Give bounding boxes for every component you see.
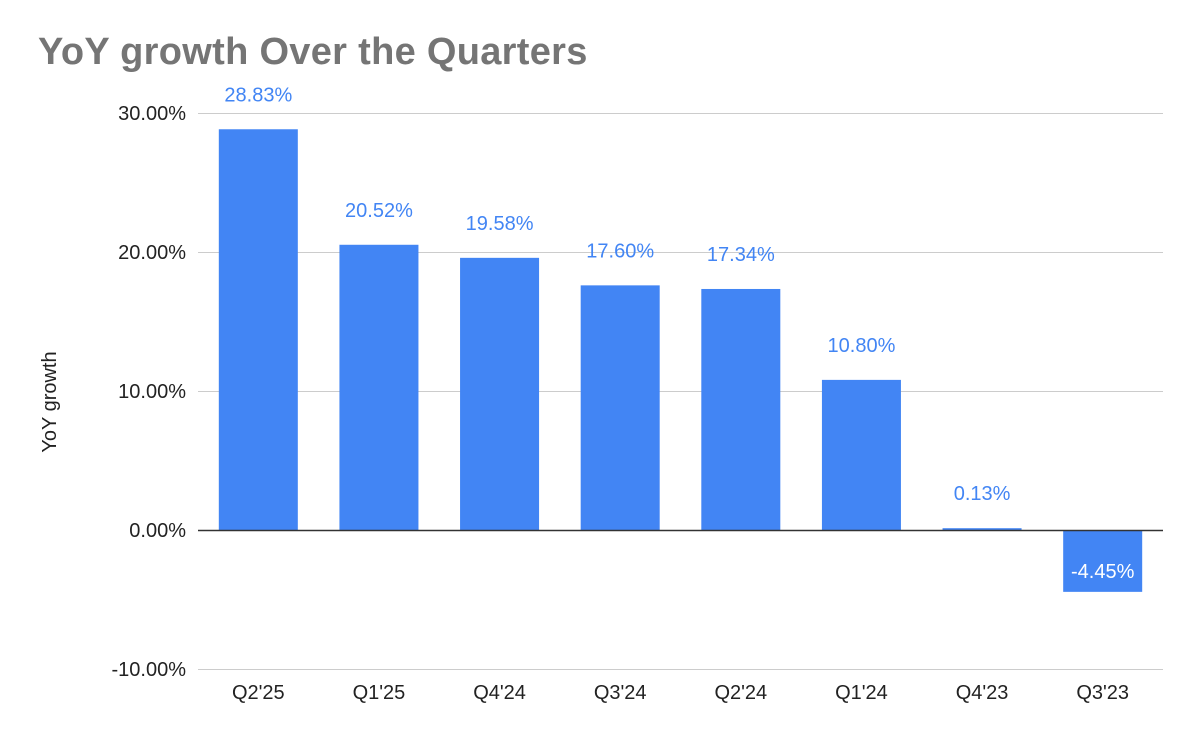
- data-labels: 28.83% 20.52% 19.58% 17.60% 17.34% 10.80% 0.13…: [224, 84, 1134, 583]
- bar: [1063, 530, 1143, 592]
- bar: [821, 379, 901, 530]
- y-tick-label: -10.00%: [112, 659, 187, 681]
- data-label: 28.83%: [224, 84, 292, 106]
- data-label: 17.34%: [707, 244, 775, 266]
- bar: [218, 129, 298, 530]
- x-axis-ticks: Q2'25 Q1'25 Q4'24 Q3'24 Q2'24 Q1'24 Q4'23 Q3'23: [232, 682, 1129, 704]
- y-tick-label: 0.00%: [129, 520, 186, 542]
- x-tick-label: Q3'24: [594, 682, 647, 704]
- data-label: 0.13%: [954, 483, 1011, 505]
- x-tick-label: Q2'24: [714, 682, 767, 704]
- x-tick-label: Q1'24: [835, 682, 888, 704]
- bar: [942, 528, 1022, 530]
- chart-title: YoY growth Over the Quarters: [38, 31, 588, 73]
- bars: [218, 129, 1143, 592]
- x-tick-label: Q1'25: [353, 682, 406, 704]
- bar: [580, 285, 660, 530]
- x-tick-label: Q4'23: [956, 682, 1009, 704]
- y-tick-label: 10.00%: [118, 381, 186, 403]
- x-tick-label: Q2'25: [232, 682, 285, 704]
- x-tick-label: Q3'23: [1076, 682, 1129, 704]
- data-label: -4.45%: [1071, 561, 1135, 583]
- data-label: 20.52%: [345, 200, 413, 222]
- data-label: 10.80%: [828, 335, 896, 357]
- bar: [460, 257, 540, 530]
- data-label: 19.58%: [466, 213, 534, 235]
- y-axis-ticks: -10.00% 0.00% 10.00% 20.00% 30.00%: [112, 103, 187, 681]
- y-tick-label: 20.00%: [118, 242, 186, 264]
- y-axis-label: YoY growth: [39, 351, 61, 452]
- x-tick-label: Q4'24: [473, 682, 526, 704]
- y-tick-label: 30.00%: [118, 103, 186, 125]
- bar: [339, 244, 419, 530]
- data-label: 17.60%: [586, 240, 654, 262]
- bar: [701, 288, 781, 530]
